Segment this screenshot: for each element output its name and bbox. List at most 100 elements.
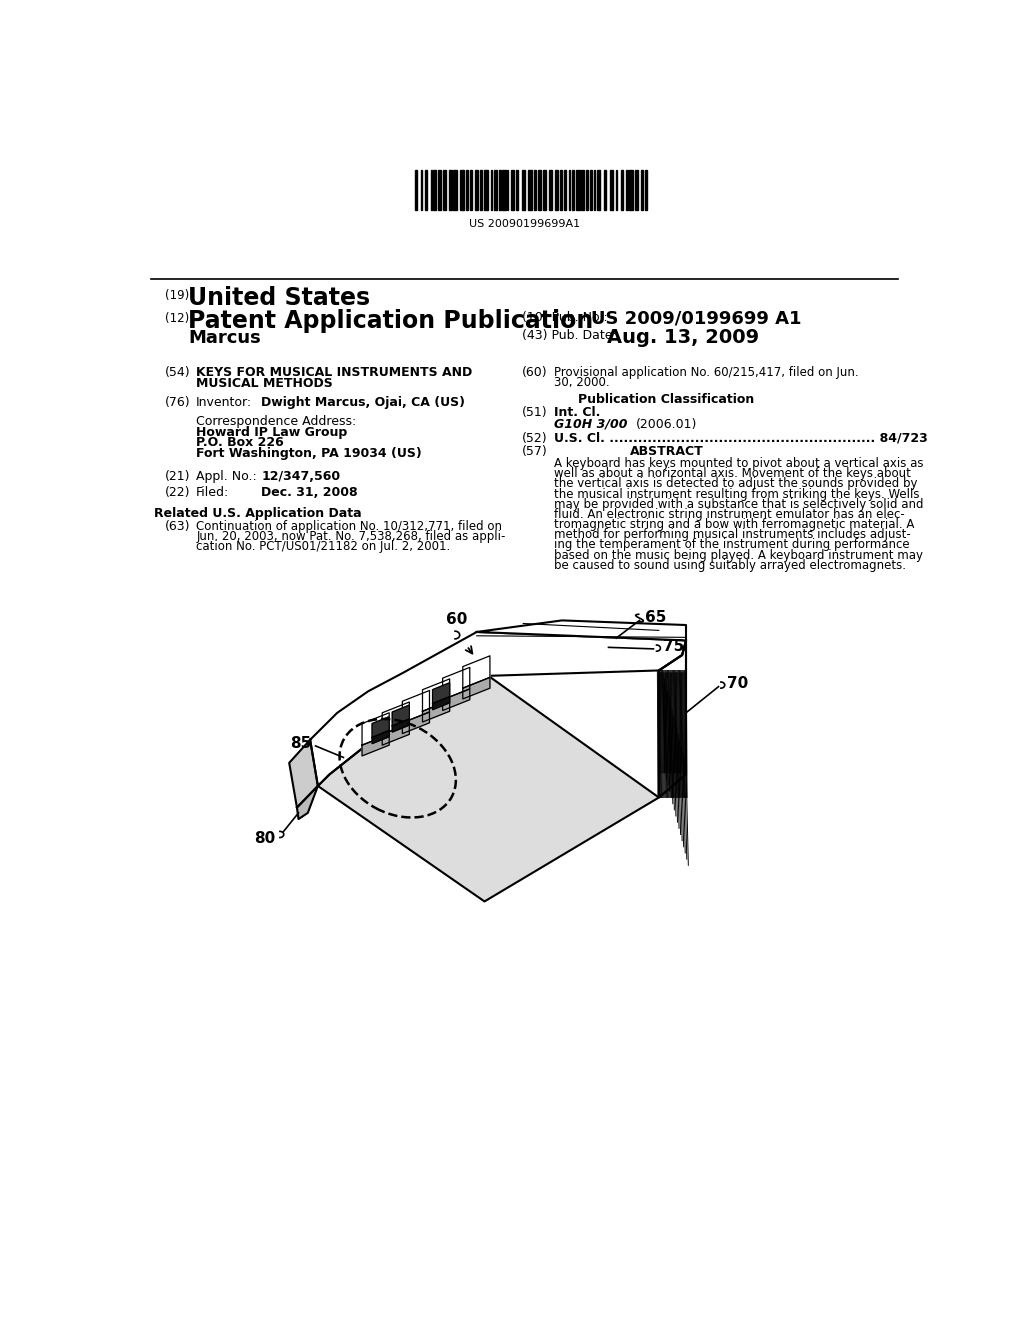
Polygon shape (297, 785, 317, 818)
Text: Aug. 13, 2009: Aug. 13, 2009 (607, 327, 759, 347)
Text: Int. Cl.: Int. Cl. (554, 407, 601, 420)
Text: Marcus: Marcus (188, 330, 261, 347)
Bar (645, 170, 647, 210)
Bar (507, 170, 508, 210)
Text: be caused to sound using suitably arrayed electromagnets.: be caused to sound using suitably arraye… (554, 558, 906, 572)
Text: (52): (52) (521, 432, 547, 445)
Text: the vertical axis is detected to adjust the sounds provided by: the vertical axis is detected to adjust … (554, 478, 918, 491)
Text: Inventor:: Inventor: (197, 396, 252, 409)
Polygon shape (382, 723, 410, 744)
Polygon shape (402, 690, 429, 723)
Text: may be provided with a substance that is selectively solid and: may be provided with a substance that is… (554, 498, 924, 511)
Text: tromagnetic string and a bow with ferromagnetic material. A: tromagnetic string and a bow with ferrom… (554, 519, 914, 531)
Text: Continuation of application No. 10/312,771, filed on: Continuation of application No. 10/312,7… (197, 520, 502, 533)
Text: A keyboard has keys mounted to pivot about a vertical axis as: A keyboard has keys mounted to pivot abo… (554, 457, 924, 470)
Text: (51): (51) (521, 407, 547, 420)
Bar (433, 170, 436, 210)
Polygon shape (432, 697, 450, 710)
Text: Dec. 31, 2008: Dec. 31, 2008 (261, 486, 358, 499)
Text: Fort Washington, PA 19034 (US): Fort Washington, PA 19034 (US) (197, 447, 422, 461)
Bar (470, 170, 471, 210)
Bar (449, 170, 453, 210)
Text: US 20090199699A1: US 20090199699A1 (469, 219, 581, 230)
Text: 75: 75 (663, 639, 684, 655)
Polygon shape (658, 640, 686, 797)
Text: Dwight Marcus, Ojai, CA (US): Dwight Marcus, Ojai, CA (US) (261, 396, 465, 409)
Text: (57): (57) (521, 445, 548, 458)
Bar (460, 170, 464, 210)
Text: Filed:: Filed: (197, 486, 229, 499)
Text: (76): (76) (165, 396, 190, 409)
Polygon shape (317, 676, 658, 902)
Text: (54): (54) (165, 367, 190, 379)
Bar (594, 170, 595, 210)
Bar (626, 170, 628, 210)
Polygon shape (289, 739, 317, 808)
Bar (564, 170, 566, 210)
Polygon shape (382, 702, 410, 734)
Text: (63): (63) (165, 520, 190, 533)
Bar (521, 170, 525, 210)
Text: (10) Pub. No.:: (10) Pub. No.: (521, 312, 607, 323)
Polygon shape (463, 677, 489, 700)
Text: G10H 3/00: G10H 3/00 (554, 418, 628, 430)
Text: Publication Classification: Publication Classification (579, 393, 755, 407)
Bar (502, 170, 506, 210)
Bar (560, 170, 562, 210)
Text: (21): (21) (165, 470, 190, 483)
Bar (569, 170, 570, 210)
Text: ABSTRACT: ABSTRACT (630, 445, 703, 458)
Text: 60: 60 (445, 611, 467, 627)
Polygon shape (423, 701, 450, 722)
Bar (438, 170, 440, 210)
Bar (511, 170, 514, 210)
Text: P.O. Box 226: P.O. Box 226 (197, 437, 284, 449)
Bar (421, 170, 422, 210)
Bar (425, 170, 427, 210)
Polygon shape (392, 705, 410, 726)
Polygon shape (658, 640, 686, 797)
Text: US 2009/0199699 A1: US 2009/0199699 A1 (591, 309, 801, 327)
Bar (629, 170, 633, 210)
Bar (516, 170, 518, 210)
Bar (443, 170, 446, 210)
Text: fluid. An electronic string instrument emulator has an elec-: fluid. An electronic string instrument e… (554, 508, 905, 521)
Bar (454, 170, 457, 210)
Polygon shape (372, 730, 389, 743)
Bar (431, 170, 432, 210)
Text: 65: 65 (645, 610, 667, 624)
Polygon shape (402, 711, 429, 734)
Polygon shape (362, 734, 389, 756)
Bar (535, 170, 537, 210)
Bar (466, 170, 468, 210)
Bar (604, 170, 606, 210)
Bar (635, 170, 638, 210)
Text: Provisional application No. 60/215,417, filed on Jun.: Provisional application No. 60/215,417, … (554, 367, 859, 379)
Bar (549, 170, 552, 210)
Bar (484, 170, 487, 210)
Bar (475, 170, 478, 210)
Text: Appl. No.:: Appl. No.: (197, 470, 257, 483)
Text: MUSICAL METHODS: MUSICAL METHODS (197, 378, 333, 391)
Text: 85: 85 (291, 737, 311, 751)
Polygon shape (423, 678, 450, 711)
Text: 30, 2000.: 30, 2000. (554, 376, 610, 389)
Text: Howard IP Law Group: Howard IP Law Group (197, 425, 347, 438)
Text: (2006.01): (2006.01) (636, 418, 697, 430)
Text: (43) Pub. Date:: (43) Pub. Date: (521, 330, 616, 342)
Polygon shape (442, 668, 470, 700)
Polygon shape (362, 713, 389, 744)
Bar (581, 170, 585, 210)
Bar (543, 170, 546, 210)
Text: ing the temperament of the instrument during performance: ing the temperament of the instrument du… (554, 539, 910, 552)
Bar (615, 170, 617, 210)
Bar (591, 170, 592, 210)
Text: KEYS FOR MUSICAL INSTRUMENTS AND: KEYS FOR MUSICAL INSTRUMENTS AND (197, 367, 472, 379)
Bar (577, 170, 580, 210)
Polygon shape (372, 717, 389, 738)
Bar (587, 170, 589, 210)
Bar (539, 170, 541, 210)
Polygon shape (392, 719, 410, 733)
Polygon shape (432, 682, 450, 704)
Text: (60): (60) (521, 367, 547, 379)
